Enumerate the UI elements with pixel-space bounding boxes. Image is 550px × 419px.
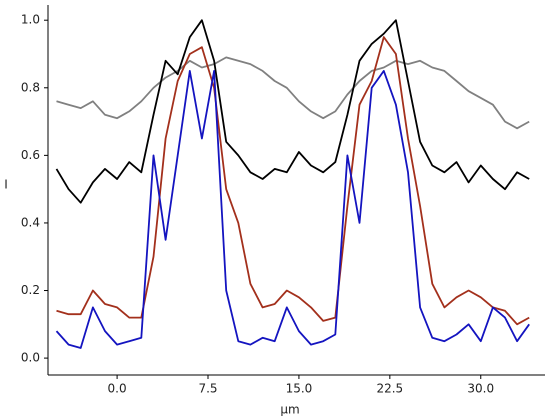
y-tick-label: 1.0 xyxy=(21,13,40,27)
series-line xyxy=(56,36,530,326)
x-tick-label: 0.0 xyxy=(108,382,127,396)
x-tick-label: 30.0 xyxy=(467,382,494,396)
y-tick-label: 0.2 xyxy=(21,283,40,297)
y-tick-label: 0.0 xyxy=(21,351,40,365)
series-line xyxy=(55,19,530,204)
y-tick-label: 0.4 xyxy=(21,215,40,229)
y-axis-label: I xyxy=(4,178,8,192)
x-tick-label: 22.5 xyxy=(376,382,403,396)
x-tick-label: 7.5 xyxy=(198,382,217,396)
series-line xyxy=(56,56,530,130)
y-tick-label: 0.6 xyxy=(21,148,40,162)
series-line xyxy=(55,70,530,349)
y-tick-label: 0.8 xyxy=(21,80,40,94)
x-axis-label: μm xyxy=(280,403,299,417)
x-tick-label: 15.0 xyxy=(286,382,313,396)
